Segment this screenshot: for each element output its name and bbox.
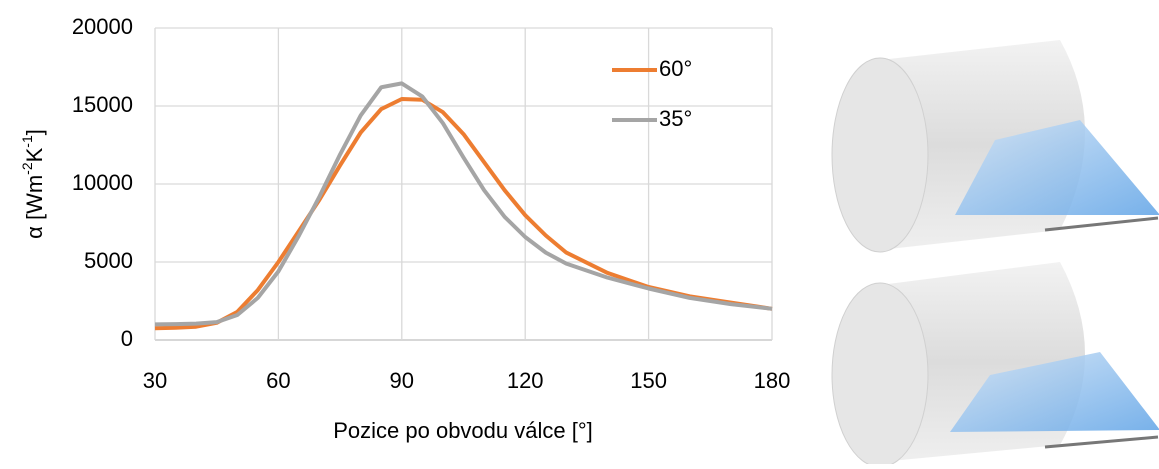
y-tick-label: 0 [121, 326, 133, 351]
y-label-part: α [Wm [22, 175, 47, 239]
x-tick-label: 30 [143, 368, 167, 393]
y-label-sup: -1 [19, 135, 35, 148]
cylinder-image-bottom [831, 262, 1159, 468]
y-tick-label: 20000 [72, 14, 133, 39]
y-axis-label: α [Wm-2K-1] [19, 129, 47, 239]
y-tick-label: 5000 [84, 248, 133, 273]
y-label-part: K [22, 147, 47, 162]
y-label-part: ] [22, 129, 47, 135]
legend-label: 60° [659, 56, 692, 81]
legend-label: 35° [659, 106, 692, 131]
x-tick-label: 150 [630, 368, 667, 393]
x-tick-label: 60 [266, 368, 290, 393]
chart: 0 5000 10000 15000 20000 30 60 90 120 150 180 60° 35… [72, 14, 791, 393]
cylinder-image-top [831, 40, 1159, 253]
x-tick-label: 90 [390, 368, 414, 393]
y-label-sup: -2 [19, 162, 35, 175]
series-line [154, 97, 773, 331]
x-axis-label: Pozice po obvodu válce [°] [333, 418, 593, 443]
series-line [154, 81, 773, 327]
y-tick-label: 10000 [72, 170, 133, 195]
y-tick-label: 15000 [72, 92, 133, 117]
x-tick-label: 120 [507, 368, 544, 393]
x-tick-label: 180 [754, 368, 791, 393]
